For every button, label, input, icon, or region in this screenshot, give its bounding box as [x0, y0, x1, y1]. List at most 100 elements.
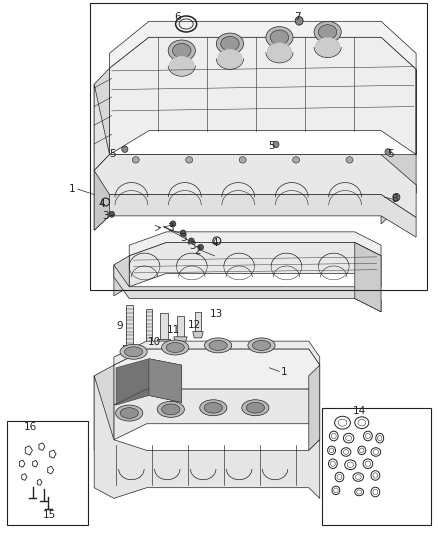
Polygon shape: [114, 341, 320, 365]
Text: 4: 4: [211, 238, 218, 247]
Ellipse shape: [346, 157, 353, 163]
Polygon shape: [149, 359, 182, 402]
Polygon shape: [144, 345, 154, 351]
Ellipse shape: [314, 21, 341, 43]
Ellipse shape: [266, 27, 293, 48]
Polygon shape: [157, 340, 170, 346]
Polygon shape: [146, 309, 152, 345]
Polygon shape: [129, 243, 381, 287]
Polygon shape: [195, 312, 201, 332]
Ellipse shape: [124, 347, 143, 357]
Text: 7: 7: [294, 12, 301, 22]
Ellipse shape: [162, 340, 189, 355]
Ellipse shape: [204, 402, 223, 413]
Polygon shape: [114, 389, 320, 440]
Polygon shape: [94, 68, 110, 171]
Ellipse shape: [270, 30, 289, 45]
Text: 5: 5: [268, 141, 276, 151]
Text: 11: 11: [167, 326, 180, 335]
Polygon shape: [114, 256, 129, 296]
Ellipse shape: [248, 338, 275, 353]
Polygon shape: [381, 69, 416, 224]
Text: 3: 3: [102, 211, 109, 221]
Ellipse shape: [295, 17, 303, 25]
Text: 5: 5: [109, 149, 116, 158]
Ellipse shape: [216, 33, 244, 54]
Polygon shape: [116, 359, 182, 405]
Polygon shape: [110, 21, 416, 69]
Ellipse shape: [200, 400, 227, 416]
Text: 2: 2: [194, 246, 201, 255]
Ellipse shape: [218, 49, 242, 68]
Text: 3: 3: [180, 233, 187, 243]
Text: 16: 16: [24, 423, 37, 432]
Ellipse shape: [198, 244, 203, 250]
Polygon shape: [94, 84, 416, 193]
Ellipse shape: [242, 400, 269, 416]
Ellipse shape: [120, 344, 147, 359]
Ellipse shape: [318, 25, 337, 39]
Polygon shape: [160, 313, 168, 340]
Text: 15: 15: [42, 511, 56, 520]
Text: 14: 14: [353, 407, 366, 416]
Bar: [7, 421, 88, 525]
Polygon shape: [110, 37, 416, 155]
Ellipse shape: [188, 238, 194, 244]
Ellipse shape: [393, 193, 400, 201]
Ellipse shape: [180, 230, 186, 236]
Ellipse shape: [170, 221, 176, 227]
Ellipse shape: [239, 157, 246, 163]
Polygon shape: [94, 365, 114, 450]
Text: 6: 6: [174, 12, 181, 22]
Text: 5: 5: [387, 149, 394, 159]
Polygon shape: [126, 305, 133, 345]
Text: 3: 3: [189, 241, 196, 251]
Polygon shape: [309, 365, 320, 450]
Ellipse shape: [246, 402, 265, 413]
Polygon shape: [123, 345, 135, 352]
Bar: [90, 3, 427, 290]
Ellipse shape: [116, 405, 143, 421]
Polygon shape: [94, 195, 416, 237]
Polygon shape: [193, 332, 203, 338]
Bar: [322, 408, 431, 525]
Ellipse shape: [293, 157, 300, 163]
Ellipse shape: [162, 404, 180, 415]
Polygon shape: [114, 349, 320, 405]
Ellipse shape: [166, 343, 184, 352]
Ellipse shape: [173, 43, 191, 58]
Ellipse shape: [385, 149, 391, 155]
Ellipse shape: [168, 40, 195, 61]
Ellipse shape: [205, 338, 232, 353]
Polygon shape: [355, 243, 381, 312]
Text: 9: 9: [116, 321, 123, 331]
Text: 3: 3: [167, 223, 174, 233]
Ellipse shape: [273, 141, 279, 148]
Polygon shape: [174, 337, 187, 343]
Polygon shape: [94, 376, 320, 498]
Ellipse shape: [122, 146, 128, 152]
Ellipse shape: [132, 157, 139, 163]
Ellipse shape: [170, 56, 194, 75]
Text: 8: 8: [391, 195, 398, 204]
Text: 4: 4: [99, 199, 106, 208]
Polygon shape: [94, 171, 110, 230]
Ellipse shape: [209, 341, 227, 350]
Text: 1: 1: [69, 184, 76, 194]
Ellipse shape: [252, 341, 271, 350]
Text: 12: 12: [188, 320, 201, 329]
Ellipse shape: [109, 212, 114, 217]
Polygon shape: [114, 265, 381, 312]
Text: 10: 10: [148, 337, 161, 346]
Ellipse shape: [315, 37, 340, 56]
Text: 1: 1: [280, 367, 287, 376]
Text: 13: 13: [210, 310, 223, 319]
Ellipse shape: [267, 43, 292, 62]
Ellipse shape: [186, 157, 193, 163]
Polygon shape: [129, 232, 381, 256]
Ellipse shape: [120, 408, 138, 418]
Ellipse shape: [221, 36, 239, 51]
Polygon shape: [94, 155, 416, 217]
Polygon shape: [177, 316, 184, 337]
Ellipse shape: [157, 401, 184, 417]
